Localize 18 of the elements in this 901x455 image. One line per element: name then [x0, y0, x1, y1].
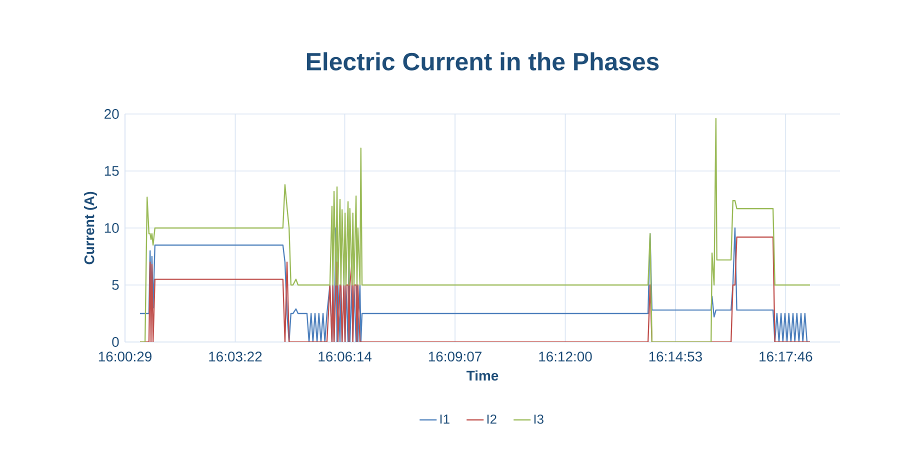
x-tick-label: 16:03:22: [209, 352, 262, 362]
legend-label: I1: [440, 414, 450, 424]
chart-title: Electric Current in the Phases: [307, 52, 659, 71]
y-tick-label: 10: [104, 223, 119, 233]
legend-label: I2: [487, 414, 496, 424]
x-tick-label: 16:12:00: [539, 352, 592, 362]
x-tick-label: 16:17:46: [760, 352, 812, 362]
y-tick-label: 20: [104, 109, 119, 119]
legend-label: I3: [534, 414, 544, 424]
x-tick-label: 16:14:53: [649, 352, 702, 362]
y-tick-label: 5: [112, 280, 119, 290]
y-tick-label: 0: [112, 337, 119, 347]
y-tick-label: 15: [104, 166, 119, 176]
x-tick-label: 16:06:14: [318, 352, 372, 362]
x-tick-label: 16:09:07: [428, 352, 482, 362]
y-axis-title: Current (A): [84, 192, 97, 264]
x-tick-label: 16:00:29: [98, 352, 152, 362]
x-axis-title: Time: [466, 370, 498, 381]
